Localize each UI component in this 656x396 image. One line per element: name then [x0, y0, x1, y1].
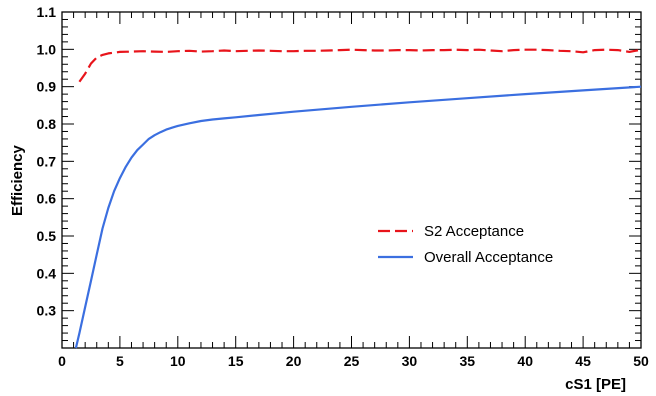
- y-tick-label: 0.7: [37, 153, 57, 169]
- y-tick-label: 0.6: [37, 191, 57, 207]
- legend-label-s2: S2 Acceptance: [424, 223, 524, 240]
- y-tick-label: 1.1: [37, 4, 57, 20]
- y-tick-label: 0.5: [37, 228, 57, 244]
- y-tick-label: 0.9: [37, 79, 57, 95]
- x-tick-label: 5: [116, 353, 124, 369]
- x-tick-label: 15: [228, 353, 244, 369]
- y-tick-label: 0.3: [37, 303, 57, 319]
- s2-acceptance-line: [78, 48, 642, 83]
- y-tick-labels: 0.3 0.4 0.5 0.6 0.7 0.8 0.9 1.0 1.1: [37, 4, 57, 319]
- y-tick-label: 0.4: [37, 265, 57, 281]
- x-tick-label: 40: [517, 353, 533, 369]
- y-tick-label: 1.0: [37, 41, 57, 57]
- x-tick-labels: 0 5 10 15 20 25 30 35 40 45 50: [58, 353, 649, 369]
- x-tick-label: 35: [460, 353, 476, 369]
- legend-label-overall: Overall Acceptance: [424, 249, 553, 266]
- x-tick-label: 0: [58, 353, 66, 369]
- x-tick-label: 30: [402, 353, 418, 369]
- y-tick-label: 0.8: [37, 116, 57, 132]
- legend: S2 Acceptance Overall Acceptance: [378, 223, 553, 266]
- y-axis-title: Efficiency: [9, 144, 26, 216]
- x-tick-label: 25: [344, 353, 360, 369]
- x-tick-label: 50: [633, 353, 649, 369]
- series-lines: [74, 48, 642, 349]
- x-tick-label: 45: [575, 353, 591, 369]
- plot-frame: [61, 11, 642, 349]
- x-axis-title: cS1 [PE]: [565, 376, 626, 393]
- axis-ticks: [61, 11, 642, 349]
- x-tick-label: 10: [170, 353, 186, 369]
- x-tick-label: 20: [286, 353, 302, 369]
- overall-acceptance-line: [74, 85, 642, 349]
